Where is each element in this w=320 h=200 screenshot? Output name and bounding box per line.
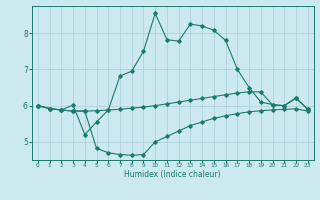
X-axis label: Humidex (Indice chaleur): Humidex (Indice chaleur) [124, 170, 221, 179]
